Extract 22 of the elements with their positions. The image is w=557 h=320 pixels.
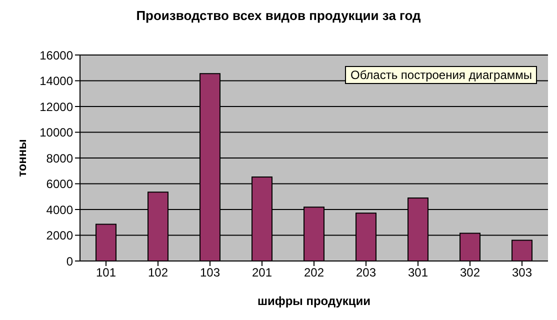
x-tick-label: 102 bbox=[148, 266, 168, 280]
annotation: Область построения диаграммы bbox=[345, 66, 537, 84]
y-tick-label: 4000 bbox=[46, 202, 74, 217]
y-tick-label: 6000 bbox=[46, 177, 74, 192]
x-tick-label: 202 bbox=[304, 266, 324, 280]
x-tick-label: 302 bbox=[460, 266, 480, 280]
y-axis-title: тонны bbox=[15, 139, 29, 177]
x-axis-title: шифры продукции bbox=[256, 294, 372, 308]
x-tick-label: 303 bbox=[512, 266, 532, 280]
y-tick-label: 0 bbox=[66, 254, 74, 268]
x-tick-label: 101 bbox=[96, 266, 116, 280]
x-tick-label: 301 bbox=[408, 266, 428, 280]
y-tick-label: 12000 bbox=[40, 100, 74, 114]
x-tick-label: 103 bbox=[200, 266, 220, 280]
x-tick-label: 201 bbox=[252, 266, 272, 280]
y-tick-label: 8000 bbox=[46, 151, 74, 166]
y-tick-label: 10000 bbox=[40, 126, 74, 140]
y-tick-label: 2000 bbox=[46, 228, 74, 243]
chart-title: Производство всех видов продукции за год bbox=[135, 8, 422, 23]
y-tick-label: 16000 bbox=[40, 48, 74, 62]
x-tick-label: 203 bbox=[356, 266, 376, 280]
y-tick-label: 14000 bbox=[40, 74, 74, 88]
